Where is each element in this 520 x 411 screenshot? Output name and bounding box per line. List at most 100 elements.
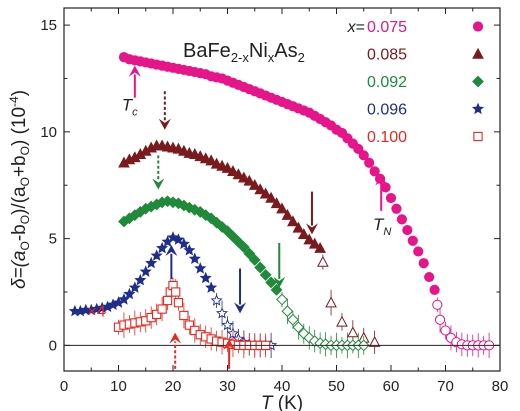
y-axis-title-part: ) (10 [9,107,30,146]
y-tick-label: 0 [49,337,57,354]
data-point [243,247,256,260]
plot-area: ×4 [68,52,495,359]
data-point-open [434,314,446,325]
data-point [385,192,397,204]
legend-marker [473,131,483,142]
data-point [205,281,218,293]
data-point [259,269,272,281]
data-point [248,254,261,266]
data-point [364,157,375,168]
data-point [221,161,234,173]
temperature-label: Tc [122,95,138,118]
data-point [145,256,158,269]
y-tick-label: 5 [49,231,57,248]
arrow-head [158,118,171,130]
arrow-head [273,276,286,288]
data-point [199,271,212,284]
data-point [287,215,299,227]
data-point-open [440,325,451,336]
data-point [248,178,261,190]
chart-title-part: Ni [249,40,268,62]
legend-entry-label: 0.085 [367,47,407,64]
temperature-label-main: T [122,95,134,114]
transition-arrow [375,174,388,211]
series-0.075 [118,52,495,358]
x-tick-label: 30 [219,378,236,395]
x-tick-label: 40 [274,378,291,395]
transition-arrow [165,245,178,280]
data-point [227,165,239,177]
legend: x= 0.075 0.085 0.092 0.096 0.100 [347,19,485,146]
data-point [424,271,435,283]
data-point [292,221,305,233]
transition-arrow [234,268,247,314]
legend-entry-label: 0.075 [367,19,407,36]
x-tick-label: 60 [383,378,400,395]
data-point-open [325,296,337,308]
y-axis-title-part: δ=(a [9,250,30,289]
x-tick-label: 10 [110,378,127,395]
data-point [413,246,424,257]
data-point [237,241,250,254]
legend-prefix-eq: = [356,19,365,36]
data-point [243,174,256,186]
y-axis-title-part: O [18,241,32,250]
data-point [358,150,369,161]
data-point-open [171,287,181,297]
data-point [177,237,190,250]
data-point-open [432,299,443,310]
data-point [134,273,147,286]
data-point [156,241,169,254]
transition-arrow [128,65,141,98]
arrow-head [169,332,182,344]
data-point-open [179,310,189,321]
data-point [259,187,272,199]
data-point [150,249,163,261]
arrow-head [375,174,388,186]
y-axis-title: δ=(aO-bO)/(aO+bO) (10-4) [7,90,32,289]
data-point [353,143,364,155]
data-point [232,168,245,180]
data-point [402,224,413,236]
y-axis-title-part: O [18,177,32,186]
data-point [254,183,267,195]
y-axis-title-part: O [18,146,32,155]
x-tick-label: 50 [328,378,345,395]
y-axis-title-part: ) [9,90,30,96]
transition-arrow [158,91,171,130]
legend-prefix: x= [347,19,365,36]
series-0.092 [118,195,370,359]
data-point-open [276,293,288,306]
transition-arrow [169,332,182,369]
data-point [407,235,418,246]
data-point-open [281,305,294,318]
axes: 0 10 20 30 40 50 60 70 80 0 5 10 15 [40,7,509,395]
titles: T (K)δ=(aO-bO)/(aO+bO) (10-4)BaFe2-xNixA… [7,40,305,411]
data-point-open [162,295,173,306]
data-point-open [317,255,329,267]
data-point-open [215,306,229,319]
data-point [205,154,217,166]
data-point-open [152,309,162,320]
multiplier-label: ×4 [87,304,105,321]
data-point-open [286,313,299,326]
data-point-open [210,294,223,306]
temperature-label-main: T [373,215,385,234]
y-axis-title-part: -b [9,224,30,241]
arrow-head [234,302,247,314]
data-point-open [368,335,381,347]
legend-marker [472,75,484,88]
y-tick-label: 15 [40,17,57,34]
chart-title-part: 2 [298,50,305,65]
x-tick-label: 80 [492,378,509,395]
data-point-open [173,298,184,308]
legend-marker [472,47,484,59]
data-point [270,197,283,209]
transition-arrow [223,338,236,369]
data-point [276,202,288,214]
x-tick-label: 70 [437,378,454,395]
data-point [128,281,141,293]
data-point [391,203,402,214]
data-point [183,243,196,256]
